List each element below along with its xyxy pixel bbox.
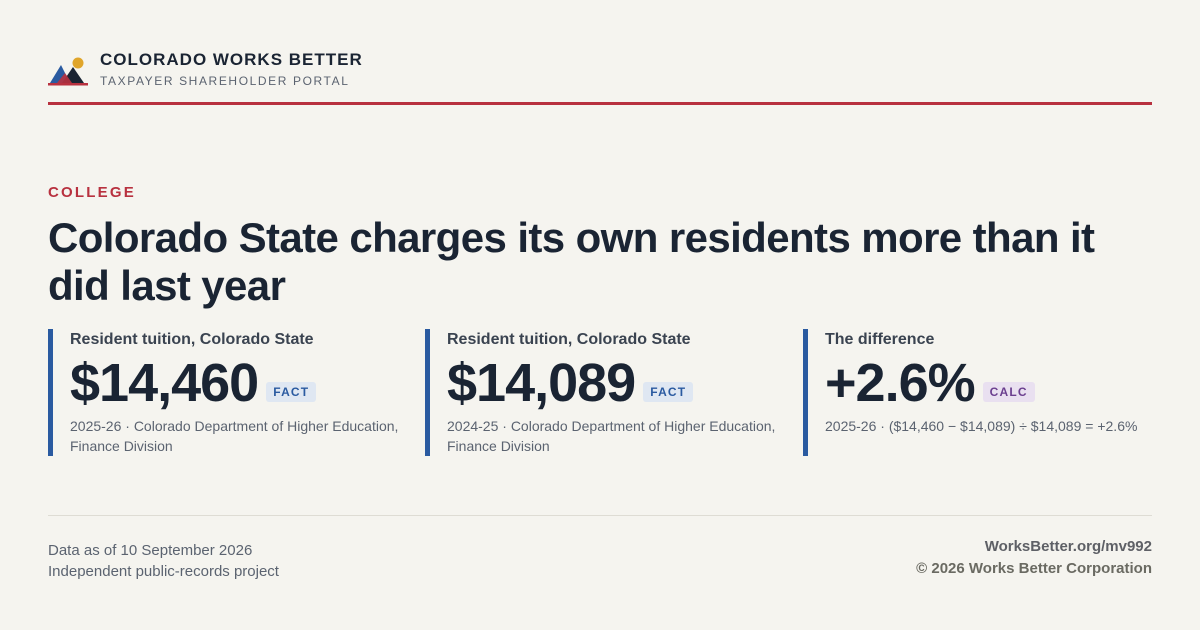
project-description: Independent public-records project [48,563,279,580]
footer-meta: Data as of 10 September 2026 Independent… [48,540,279,582]
stat-label: Resident tuition, Colorado State [447,331,691,348]
stat-value-row: $14,460 FACT [70,353,408,413]
brand-block: COLORADO WORKS BETTER TAXPAYER SHAREHOLD… [100,50,363,89]
calc-badge: CALC [982,382,1035,402]
stat-card-previous-tuition: Resident tuition, Colorado State $14,089… [425,329,785,456]
header-divider [48,102,1152,105]
stat-label: Resident tuition, Colorado State [70,331,314,348]
copyright-text: © 2026 Works Better Corporation [916,560,1152,577]
source-url-link[interactable]: WorksBetter.org/mv992 [984,538,1152,555]
data-as-of-text: Data as of 10 September 2026 [48,542,253,559]
stat-label: The difference [825,331,935,348]
page-title: Colorado State charges its own residents… [48,214,1095,309]
category-kicker: COLLEGE [48,184,136,201]
stat-card-current-tuition: Resident tuition, Colorado State $14,460… [48,329,408,456]
stat-source-note: 2025-26 · Colorado Department of Higher … [70,418,399,454]
stat-card-difference: The difference +2.6% CALC 2025-26 · ($14… [803,329,1152,456]
fact-badge: FACT [643,382,694,402]
stat-value-row: +2.6% CALC [825,353,1152,413]
site-header: COLORADO WORKS BETTER TAXPAYER SHAREHOLD… [48,50,363,89]
mountains-sun-logo-icon [48,57,88,85]
stat-value: +2.6% [825,353,976,413]
brand-subtitle: TAXPAYER SHAREHOLDER PORTAL [100,74,350,88]
footer-divider [48,515,1152,516]
fact-badge: FACT [266,382,317,402]
stat-value: $14,460 [70,353,259,413]
stat-source-note: 2024-25 · Colorado Department of Higher … [447,418,776,454]
stat-value: $14,089 [447,353,636,413]
stat-value-row: $14,089 FACT [447,353,785,413]
footer-links: WorksBetter.org/mv992 © 2026 Works Bette… [916,536,1152,580]
stat-calc-note: 2025-26 · ($14,460 − $14,089) ÷ $14,089 … [825,418,1138,434]
stats-row: Resident tuition, Colorado State $14,460… [48,329,1152,456]
brand-title[interactable]: COLORADO WORKS BETTER [100,50,363,69]
